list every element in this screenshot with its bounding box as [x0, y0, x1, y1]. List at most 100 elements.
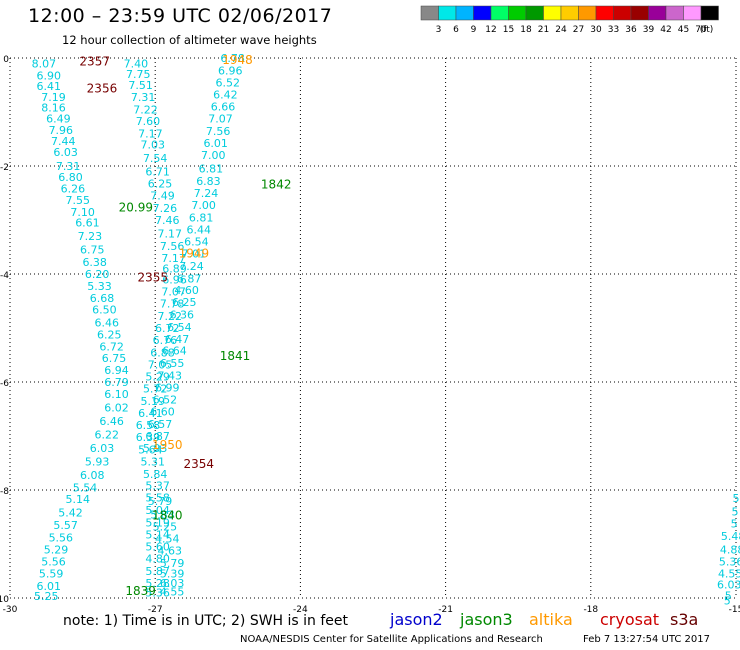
swh-value: 7.17: [138, 128, 163, 141]
pass-time-label: 2354: [183, 457, 214, 471]
swh-value: 6.72: [155, 322, 180, 335]
swh-value: 7.55: [66, 194, 91, 207]
page-title: 12:00 – 23:59 UTC 02/06/2017: [28, 5, 333, 27]
swh-value: 6.64: [162, 345, 187, 358]
swh-value: 5.87: [145, 565, 170, 578]
swh-value: 7.19: [41, 91, 66, 104]
swh-value: 6.89: [162, 263, 187, 276]
colorbar-label: 30: [590, 25, 602, 35]
swh-value: 5.72: [143, 382, 168, 395]
swh-value: 6.44: [187, 224, 212, 237]
swh-value: 7.05: [148, 359, 173, 372]
swh-value: 5.42: [58, 507, 83, 520]
swh-value: 5.25: [153, 521, 178, 534]
swh-value: 5.84: [143, 468, 168, 481]
swh-value: 7.31: [56, 160, 81, 173]
swh-value: 6.41: [36, 80, 61, 93]
swh-value: 5.56: [49, 532, 74, 545]
swh-value: 5.59: [39, 568, 64, 581]
swh-value: 5.56: [41, 555, 66, 568]
swh-value: 6.02: [104, 401, 129, 414]
colorbar-label: 21: [538, 25, 549, 35]
swh-value: 7.17: [161, 252, 186, 265]
colorbar-label: 27: [573, 25, 584, 35]
colorbar-label: 33: [608, 25, 619, 35]
pass-time-label: 2357: [79, 55, 110, 69]
swh-value: 6.03: [717, 579, 740, 592]
swh-value: 6.03: [53, 146, 78, 159]
colorbar-label: 6: [453, 25, 459, 35]
swh-value: 5.57: [53, 519, 78, 532]
swh-value: 6.58: [136, 419, 161, 432]
swh-value: 5.60: [145, 541, 170, 554]
swh-value: 4.55: [718, 568, 740, 581]
y-tick-label: 0: [3, 55, 9, 65]
swh-value: 6.20: [85, 268, 110, 281]
swh-value: 5.36: [145, 587, 170, 600]
swh-value: 5.39: [160, 568, 185, 581]
y-tick-label: -2: [0, 163, 9, 173]
swh-value: 7.96: [49, 124, 74, 137]
swh-value: 5.83: [150, 508, 175, 521]
swh-value: 6.90: [36, 69, 61, 82]
swh-value: 7.24: [194, 187, 219, 200]
swh-value: 6.61: [75, 217, 100, 230]
pass-time-label: 1840: [152, 508, 183, 522]
swh-value: 6.78: [220, 52, 245, 65]
legend-altika: altika: [529, 610, 573, 629]
swh-value: 6.87: [177, 272, 202, 285]
swh-value: 6.54: [167, 321, 192, 334]
pass-time-label: 1948: [222, 53, 253, 67]
x-tick-label: -15: [729, 605, 740, 615]
swh-value: 6.81: [199, 163, 224, 176]
swh-value: 5.19: [141, 395, 166, 408]
swh-value: 6.46: [95, 317, 120, 330]
swh-value: 5.29: [44, 543, 69, 556]
swh-value: 7.26: [153, 202, 178, 215]
swh-value: 6.52: [153, 393, 178, 406]
swh-value: 6.25: [148, 177, 173, 190]
swh-value: 7.56: [160, 240, 185, 253]
legend-s3a: s3a: [670, 610, 699, 629]
swh-value: 5.29: [145, 371, 170, 384]
swh-value: 6.01: [36, 580, 61, 593]
note-bar: note: 1) Time is in UTC; 2) SWH is in fe…: [0, 608, 740, 632]
colorbar-label: 12: [485, 25, 496, 35]
swh-value: 7.49: [150, 190, 175, 203]
colorbar-label: 3: [436, 25, 442, 35]
pass-time-label: 1841: [220, 349, 251, 363]
swh-value: 7.03: [141, 138, 166, 151]
swh-value: 6.25: [97, 328, 122, 341]
swh-value: 6.03: [160, 577, 185, 590]
note-text: note: 1) Time is in UTC; 2) SWH is in fe…: [63, 613, 349, 629]
swh-value: 6.66: [211, 101, 236, 114]
swh-value: 6.81: [189, 211, 214, 224]
swh-value: 6.46: [99, 415, 124, 428]
x-tick-label: -18: [583, 605, 598, 615]
colorbar-label: 9: [471, 25, 477, 35]
y-tick-label: -8: [0, 487, 9, 497]
swh-value: 6.88: [150, 346, 175, 359]
swh-value: 4.88: [720, 543, 740, 556]
swh-value: 6.99: [155, 381, 180, 394]
swh-value: 5.79: [160, 557, 185, 570]
swh-value: 4.63: [157, 544, 182, 557]
swh-value: 7.22: [157, 310, 182, 323]
swh-value: 6.68: [90, 292, 115, 305]
swh-value: 5.28: [145, 577, 170, 590]
swh-value: 7.78: [160, 298, 185, 311]
swh-value: 7.00: [201, 149, 226, 162]
pass-time-label: 1949: [179, 246, 210, 260]
swh-value: 7.23: [78, 230, 103, 243]
swh-value: 4.55: [160, 586, 185, 599]
y-tick-label: -10: [0, 595, 9, 605]
swh-value: 5.58: [145, 492, 170, 505]
swh-value: 5.64: [138, 444, 163, 457]
swh-value: 4.60: [174, 284, 199, 297]
swh-value: 5.48: [721, 530, 740, 543]
swh-value: 7.17: [157, 228, 182, 241]
swh-value: 5.54: [73, 481, 98, 494]
swh-value: 7.51: [128, 79, 153, 92]
colorbar-label: 42: [660, 25, 671, 35]
